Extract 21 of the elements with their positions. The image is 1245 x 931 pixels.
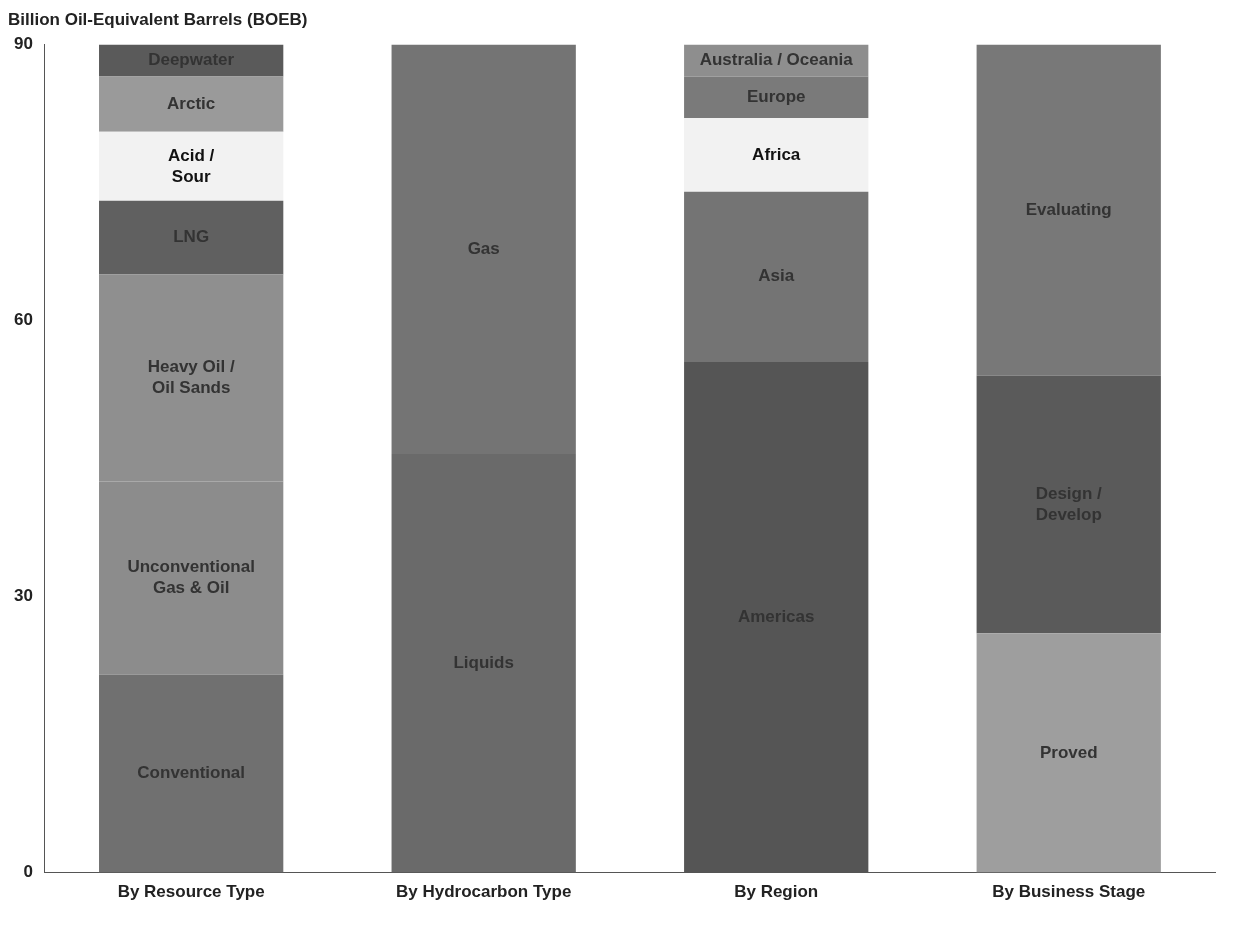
series-label: Proved [1039, 742, 1098, 762]
y-tick-label: 90 [13, 34, 33, 54]
x-tick-label: By Business Stage [992, 882, 1146, 902]
x-tick-label: By Region [734, 882, 819, 902]
series-label: Conventional [137, 763, 246, 783]
series-label: Acid / Sour [168, 145, 215, 186]
series-label: Arctic [167, 93, 216, 113]
y-tick-label: 0 [23, 862, 33, 882]
series-label: Australia / Oceania [699, 50, 854, 70]
series-label: Europe [746, 87, 806, 106]
series-label: Africa [752, 144, 801, 164]
series-label: Gas [467, 238, 500, 258]
series-label: Asia [758, 266, 795, 286]
y-axis-title: Billion Oil-Equivalent Barrels (BOEB) [8, 9, 308, 29]
series-label: Unconventional Gas & Oil [127, 557, 255, 598]
x-tick-label: By Hydrocarbon Type [396, 882, 572, 902]
series-label: Heavy Oil / Oil Sands [147, 357, 235, 398]
x-tick-label: By Resource Type [117, 882, 265, 902]
series-label: Evaluating [1025, 199, 1112, 219]
y-tick-label: 30 [13, 586, 33, 606]
y-tick-label: 60 [13, 310, 33, 330]
